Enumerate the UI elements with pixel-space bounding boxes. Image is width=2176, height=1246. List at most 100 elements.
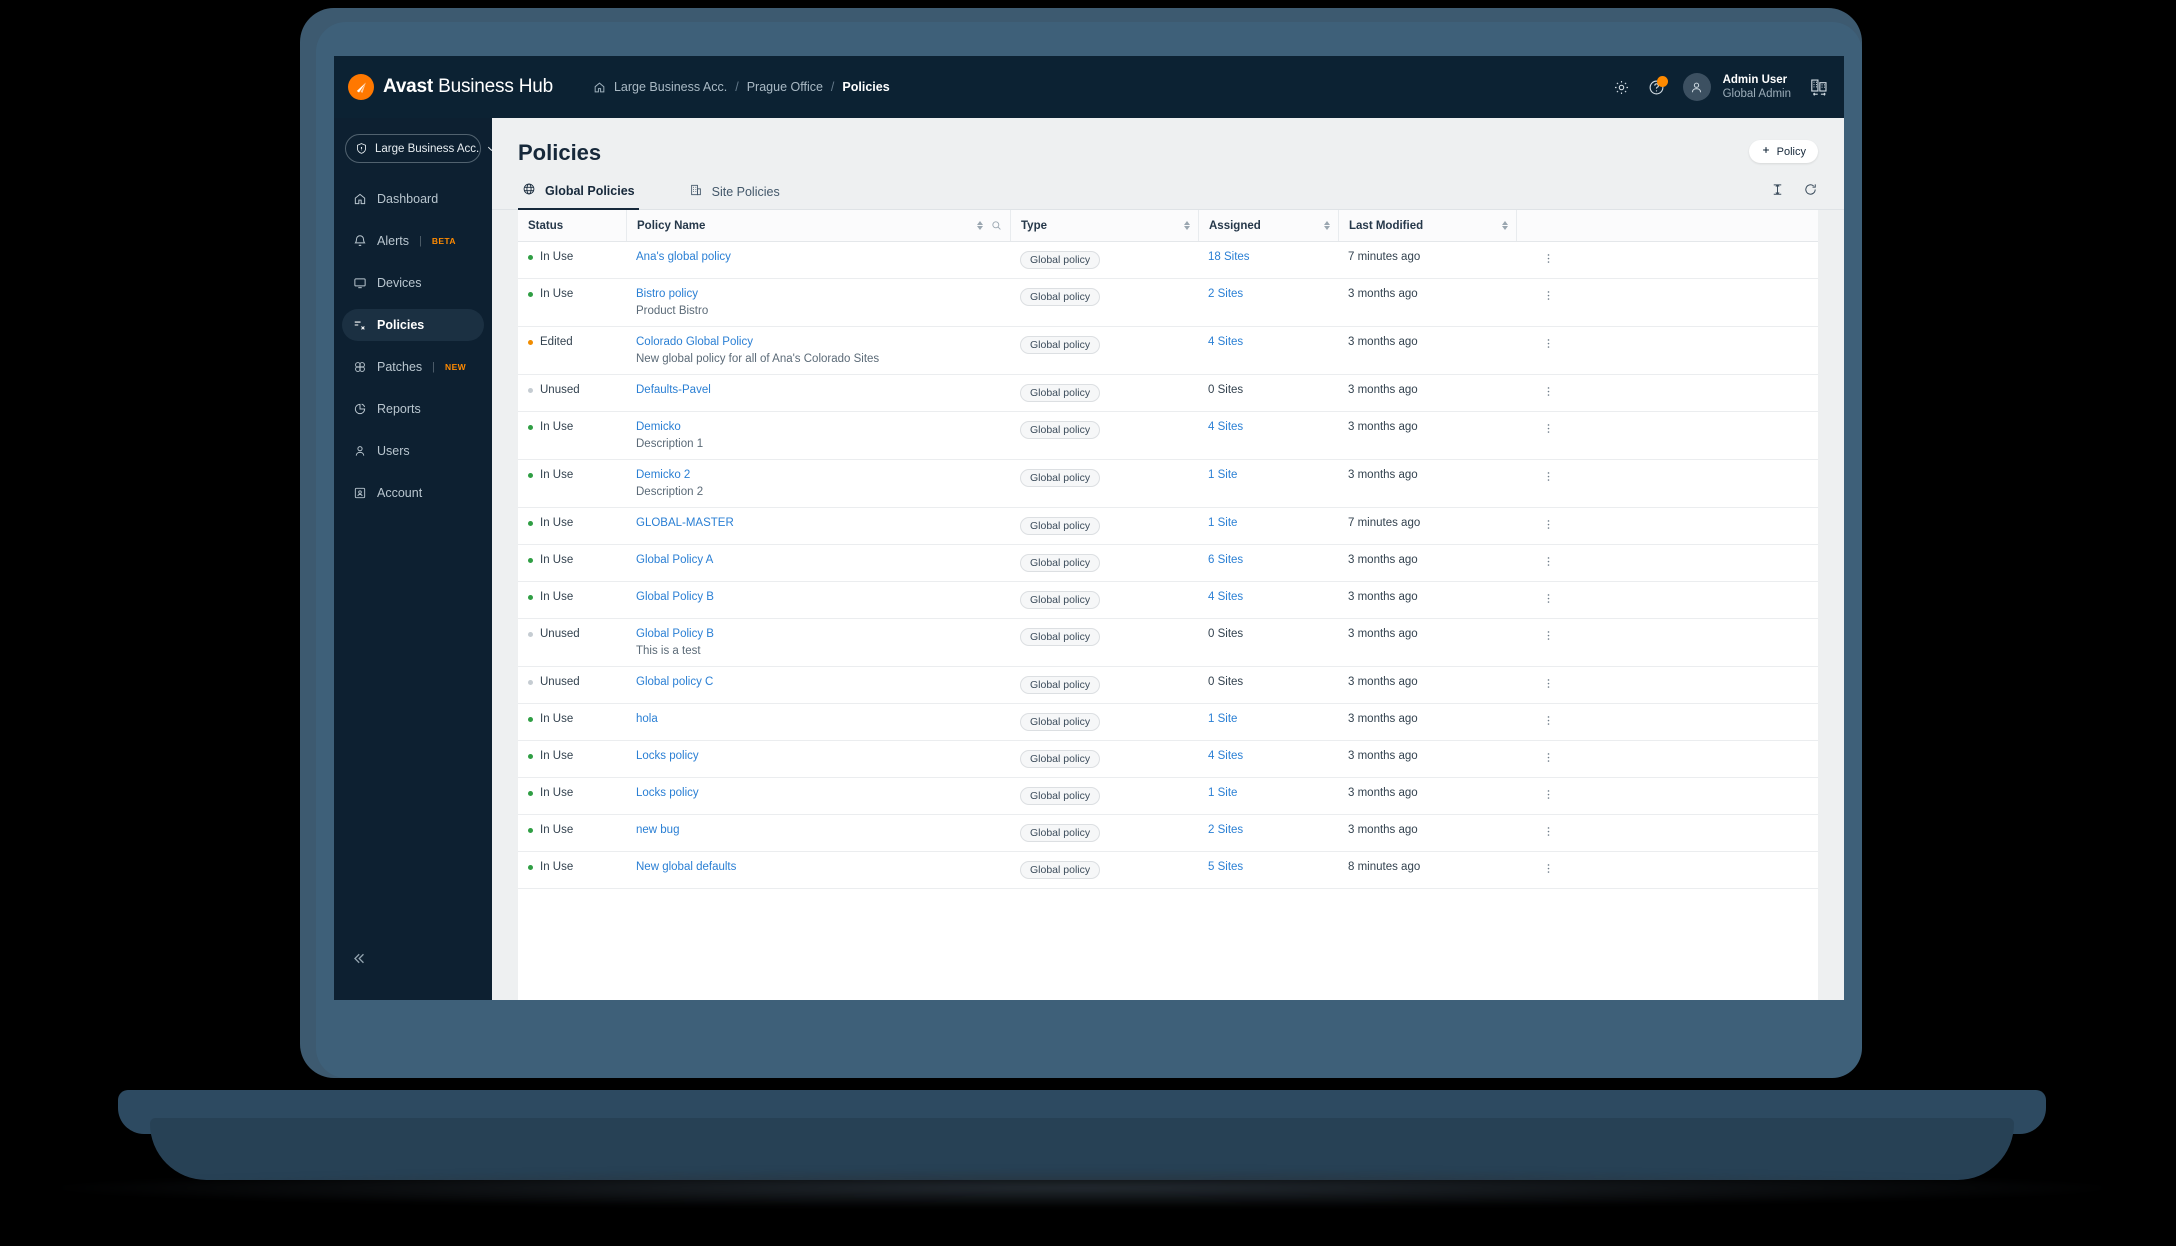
row-actions[interactable] bbox=[1516, 508, 1570, 540]
row-actions[interactable] bbox=[1516, 242, 1570, 274]
sidebar-collapse-button[interactable] bbox=[350, 950, 367, 972]
breadcrumb-item-site[interactable]: Prague Office bbox=[746, 80, 823, 94]
row-policy-name[interactable]: Demicko Description 1 bbox=[626, 412, 1010, 459]
user-avatar-icon[interactable] bbox=[1682, 73, 1711, 101]
row-assigned[interactable]: 1 Site bbox=[1198, 778, 1338, 808]
row-assigned[interactable]: 1 Site bbox=[1198, 508, 1338, 538]
sidebar-item-policies[interactable]: Policies bbox=[342, 309, 484, 341]
row-actions[interactable] bbox=[1516, 545, 1570, 577]
row-assigned[interactable]: 4 Sites bbox=[1198, 327, 1338, 357]
kebab-menu-icon[interactable] bbox=[1526, 421, 1570, 435]
kebab-menu-icon[interactable] bbox=[1526, 251, 1570, 265]
row-actions[interactable] bbox=[1516, 852, 1570, 884]
assigned-sites[interactable]: 18 Sites bbox=[1208, 251, 1250, 263]
kebab-menu-icon[interactable] bbox=[1526, 861, 1570, 875]
row-actions[interactable] bbox=[1516, 619, 1570, 651]
sidebar-item-patches[interactable]: Patches | NEW bbox=[342, 351, 484, 383]
row-actions[interactable] bbox=[1516, 741, 1570, 773]
sort-arrows-icon[interactable] bbox=[977, 221, 983, 230]
policy-name-link[interactable]: Ana's global policy bbox=[636, 251, 731, 263]
table-row[interactable]: In Use Demicko Description 1 Global policy 4… bbox=[518, 412, 1818, 460]
kebab-menu-icon[interactable] bbox=[1526, 517, 1570, 531]
help-circle-icon[interactable] bbox=[1648, 75, 1668, 96]
policy-name-link[interactable]: New global defaults bbox=[636, 861, 737, 873]
policy-name-link[interactable]: Global Policy A bbox=[636, 554, 714, 566]
sort-arrows-icon[interactable] bbox=[1184, 221, 1190, 230]
row-policy-name[interactable]: Colorado Global Policy New global policy … bbox=[626, 327, 1010, 374]
table-row[interactable]: In Use Demicko 2 Description 2 Global polic… bbox=[518, 460, 1818, 508]
policy-name-link[interactable]: Demicko 2 bbox=[636, 469, 691, 481]
kebab-menu-icon[interactable] bbox=[1526, 628, 1570, 642]
row-policy-name[interactable]: GLOBAL-MASTER bbox=[626, 508, 1010, 538]
sidebar-item-users[interactable]: Users bbox=[342, 435, 484, 467]
sidebar-item-alerts[interactable]: Alerts | BETA bbox=[342, 225, 484, 257]
account-selector[interactable]: Large Business Acc. bbox=[345, 134, 496, 163]
row-policy-name[interactable]: Ana's global policy bbox=[626, 242, 1010, 272]
row-policy-name[interactable]: Global Policy B bbox=[626, 582, 1010, 612]
table-row[interactable]: In Use hola Global policy 1 Site 3 months ag… bbox=[518, 704, 1818, 741]
row-policy-name[interactable]: Bistro policy Product Bistro bbox=[626, 279, 1010, 326]
row-height-icon[interactable] bbox=[1770, 182, 1785, 202]
row-policy-name[interactable]: Global policy C bbox=[626, 667, 1010, 697]
row-actions[interactable] bbox=[1516, 412, 1570, 444]
table-row[interactable]: Unused Defaults-Pavel Global policy 0 Sites… bbox=[518, 375, 1818, 412]
policy-name-link[interactable]: Global Policy B bbox=[636, 628, 714, 640]
policy-name-link[interactable]: Demicko bbox=[636, 421, 681, 433]
assigned-sites[interactable]: 1 Site bbox=[1208, 713, 1238, 725]
row-policy-name[interactable]: new bug bbox=[626, 815, 1010, 845]
row-actions[interactable] bbox=[1516, 815, 1570, 847]
row-assigned[interactable]: 4 Sites bbox=[1198, 582, 1338, 612]
row-actions[interactable] bbox=[1516, 279, 1570, 311]
row-policy-name[interactable]: Defaults-Pavel bbox=[626, 375, 1010, 405]
assigned-sites[interactable]: 4 Sites bbox=[1208, 336, 1244, 348]
tab-site-policies[interactable]: Site Policies bbox=[685, 183, 784, 209]
row-assigned[interactable]: 4 Sites bbox=[1198, 741, 1338, 771]
row-policy-name[interactable]: Global Policy B This is a test bbox=[626, 619, 1010, 666]
row-assigned[interactable]: 6 Sites bbox=[1198, 545, 1338, 575]
policy-name-link[interactable]: new bug bbox=[636, 824, 680, 836]
kebab-menu-icon[interactable] bbox=[1526, 288, 1570, 302]
policy-name-link[interactable]: Bistro policy bbox=[636, 288, 698, 300]
row-actions[interactable] bbox=[1516, 582, 1570, 614]
assigned-sites[interactable]: 6 Sites bbox=[1208, 554, 1244, 566]
row-policy-name[interactable]: Demicko 2 Description 2 bbox=[626, 460, 1010, 507]
kebab-menu-icon[interactable] bbox=[1526, 713, 1570, 727]
row-actions[interactable] bbox=[1516, 704, 1570, 736]
user-info[interactable]: Admin User Global Admin bbox=[1723, 73, 1791, 102]
row-assigned[interactable]: 5 Sites bbox=[1198, 852, 1338, 882]
policy-name-link[interactable]: GLOBAL-MASTER bbox=[636, 517, 734, 529]
table-row[interactable]: In Use Locks policy Global policy 1 Site 3 m… bbox=[518, 778, 1818, 815]
sidebar-item-account[interactable]: Account bbox=[342, 477, 484, 509]
row-actions[interactable] bbox=[1516, 375, 1570, 407]
table-row[interactable]: In Use Global Policy A Global policy 6 Site… bbox=[518, 545, 1818, 582]
app-brand[interactable]: Avast Business Hub bbox=[348, 74, 553, 100]
kebab-menu-icon[interactable] bbox=[1526, 336, 1570, 350]
assigned-sites[interactable]: 2 Sites bbox=[1208, 824, 1244, 836]
policy-name-link[interactable]: Colorado Global Policy bbox=[636, 336, 753, 348]
row-assigned[interactable]: 2 Sites bbox=[1198, 279, 1338, 309]
policy-name-link[interactable]: Defaults-Pavel bbox=[636, 384, 711, 396]
row-actions[interactable] bbox=[1516, 667, 1570, 699]
assigned-sites[interactable]: 1 Site bbox=[1208, 517, 1238, 529]
kebab-menu-icon[interactable] bbox=[1526, 824, 1570, 838]
sort-arrows-icon[interactable] bbox=[1502, 221, 1508, 230]
column-header-last-modified[interactable]: Last Modified bbox=[1338, 210, 1516, 241]
policy-name-link[interactable]: Global policy C bbox=[636, 676, 714, 688]
row-policy-name[interactable]: New global defaults bbox=[626, 852, 1010, 882]
policy-name-link[interactable]: Global Policy B bbox=[636, 591, 714, 603]
table-row[interactable]: Edited Colorado Global Policy New global p… bbox=[518, 327, 1818, 375]
row-policy-name[interactable]: Locks policy bbox=[626, 741, 1010, 771]
assigned-sites[interactable]: 4 Sites bbox=[1208, 591, 1244, 603]
column-header-policy-name[interactable]: Policy Name bbox=[626, 210, 1010, 241]
column-header-type[interactable]: Type bbox=[1010, 210, 1198, 241]
sidebar-item-devices[interactable]: Devices bbox=[342, 267, 484, 299]
table-row[interactable]: In Use New global defaults Global policy 5 … bbox=[518, 852, 1818, 889]
kebab-menu-icon[interactable] bbox=[1526, 469, 1570, 483]
table-row[interactable]: In Use Bistro policy Product Bistro Global … bbox=[518, 279, 1818, 327]
policy-name-link[interactable]: hola bbox=[636, 713, 658, 725]
sidebar-item-dashboard[interactable]: Dashboard bbox=[342, 183, 484, 215]
row-policy-name[interactable]: Locks policy bbox=[626, 778, 1010, 808]
row-assigned[interactable]: 1 Site bbox=[1198, 704, 1338, 734]
table-row[interactable]: In Use Ana's global policy Global policy 18… bbox=[518, 242, 1818, 279]
row-assigned[interactable]: 18 Sites bbox=[1198, 242, 1338, 272]
